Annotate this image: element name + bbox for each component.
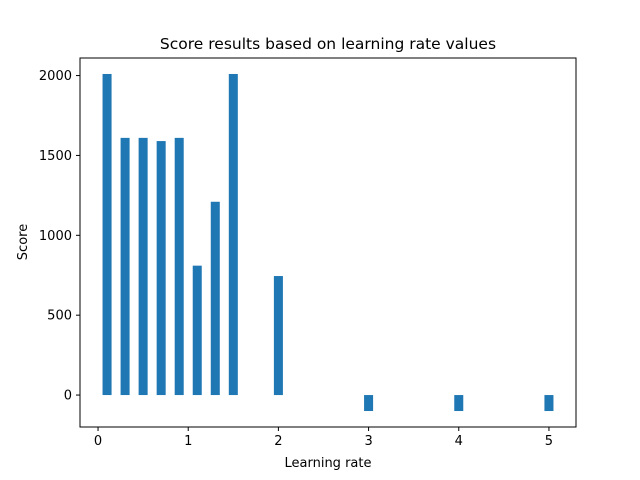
x-tick-label: 3 bbox=[364, 434, 372, 449]
x-axis-label: Learning rate bbox=[285, 456, 372, 471]
y-axis-label: Score bbox=[16, 224, 31, 260]
y-axis-ticks: 0 500 1000 1500 2000 bbox=[39, 69, 80, 404]
y-tick-label: 0 bbox=[64, 389, 72, 404]
x-tick-label: 5 bbox=[545, 434, 553, 449]
bar-lr-3 bbox=[364, 395, 374, 412]
x-tick-label: 1 bbox=[184, 434, 192, 449]
y-tick-label: 500 bbox=[47, 309, 72, 324]
bar-lr-5 bbox=[544, 395, 554, 412]
bar-lr-2 bbox=[273, 276, 283, 396]
x-tick-label: 0 bbox=[94, 434, 102, 449]
bars-group bbox=[102, 73, 554, 412]
bar-lr-1-1 bbox=[192, 265, 202, 396]
plot-frame bbox=[79, 57, 577, 428]
chart-title: Score results based on learning rate val… bbox=[160, 35, 496, 53]
bar-lr-1-5 bbox=[228, 73, 238, 396]
y-tick-label: 2000 bbox=[39, 69, 72, 84]
y-tick-label: 1000 bbox=[39, 229, 72, 244]
x-tick-label: 4 bbox=[455, 434, 463, 449]
bar-lr-1-3 bbox=[210, 201, 220, 396]
bar-lr-0-9 bbox=[174, 137, 184, 396]
bar-lr-4 bbox=[454, 395, 464, 412]
x-tick-label: 2 bbox=[274, 434, 282, 449]
x-axis-ticks: 0 1 2 3 4 5 bbox=[94, 427, 553, 449]
bar-lr-0-1 bbox=[102, 73, 112, 396]
y-tick-label: 1500 bbox=[39, 149, 72, 164]
bar-lr-0-3 bbox=[120, 137, 130, 396]
bar-lr-0-7 bbox=[156, 141, 166, 396]
bar-lr-0-5 bbox=[138, 137, 148, 396]
